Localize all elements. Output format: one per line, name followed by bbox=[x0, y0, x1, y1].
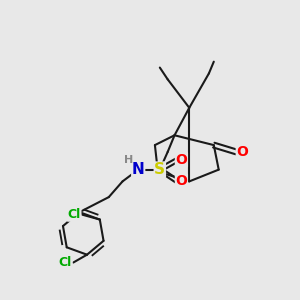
Text: H: H bbox=[124, 155, 133, 165]
Text: O: O bbox=[236, 145, 248, 159]
Text: O: O bbox=[176, 153, 187, 167]
Text: N: N bbox=[132, 162, 145, 177]
Text: Cl: Cl bbox=[68, 208, 81, 221]
Text: O: O bbox=[176, 174, 187, 188]
Text: S: S bbox=[154, 162, 165, 177]
Text: Cl: Cl bbox=[59, 256, 72, 269]
